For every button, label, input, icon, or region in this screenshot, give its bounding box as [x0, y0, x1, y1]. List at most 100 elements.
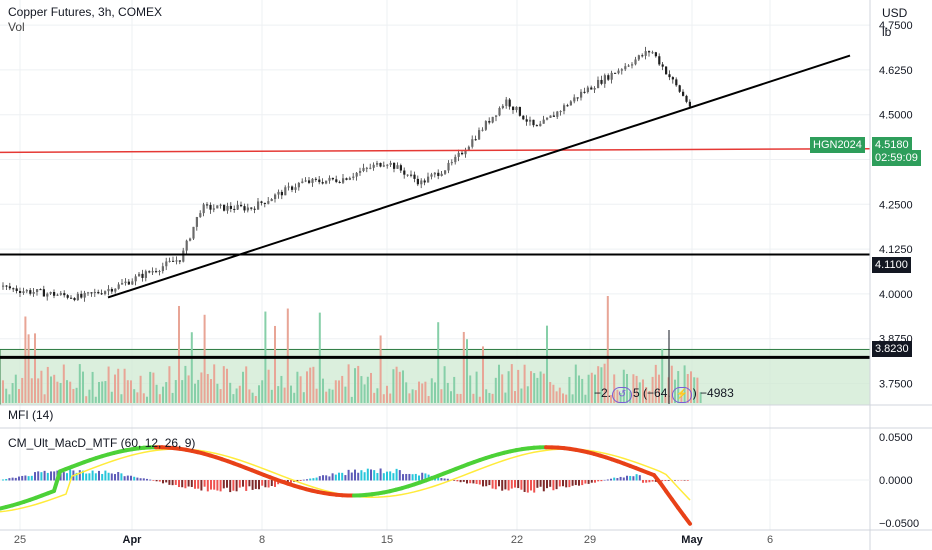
macd-histogram-bar — [376, 473, 379, 481]
volume-bar — [382, 394, 385, 403]
macd-histogram-bar — [526, 480, 529, 493]
currency-label[interactable]: USD — [882, 6, 908, 20]
volume-bar — [456, 393, 459, 403]
candle-body — [644, 51, 647, 56]
macd-histogram-bar — [149, 479, 152, 481]
volume-bar — [344, 386, 347, 403]
candle-body — [566, 105, 569, 107]
volume-bar — [462, 331, 465, 403]
volume-bar — [133, 389, 136, 403]
volume-bar — [174, 380, 177, 403]
volume-bar — [338, 380, 340, 403]
macd-histogram-bar — [171, 480, 174, 486]
candle-body — [420, 180, 423, 185]
macd-histogram-bar — [27, 476, 30, 481]
candle-body — [114, 288, 117, 292]
volume-bar — [549, 382, 552, 403]
volume-bar — [402, 370, 404, 403]
candle-body — [522, 115, 525, 120]
volume-bar — [472, 393, 475, 403]
macd-histogram-bar — [238, 480, 241, 488]
macd-histogram-bar — [197, 480, 200, 489]
candle-body — [267, 201, 270, 204]
candle-body — [250, 207, 253, 209]
macd-histogram-bar — [107, 472, 110, 481]
volume-bar — [408, 393, 411, 403]
volume-bar — [555, 391, 558, 403]
macd-histogram-bar — [274, 480, 276, 487]
macd-histogram-bar — [206, 480, 209, 492]
macd-histogram-bar — [386, 471, 388, 481]
macd-histogram-bar — [654, 480, 657, 482]
volume-bar — [50, 376, 52, 403]
macd-histogram-bar — [606, 479, 609, 481]
macd-histogram-bar — [91, 470, 94, 481]
macd-histogram-bar — [370, 469, 372, 481]
macd-title[interactable]: CM_Ult_MacD_MTF (60, 12, 26, 9) — [8, 436, 196, 450]
macd-histogram-bar — [510, 480, 513, 489]
candle-body — [654, 52, 657, 57]
macd-histogram-bar — [664, 480, 667, 481]
volume-bar — [66, 380, 68, 403]
volume-bar — [213, 364, 216, 403]
candle-body — [158, 271, 161, 273]
mfi-title[interactable]: MFI (14) — [8, 408, 54, 422]
candle-body — [600, 79, 603, 84]
volume-bar — [664, 394, 667, 403]
trend-line — [107, 54, 851, 299]
volume-bar — [56, 381, 59, 403]
macd-histogram-bar — [398, 470, 401, 481]
volume-bar — [373, 392, 376, 403]
time-label: 8 — [259, 534, 265, 546]
candle-body — [355, 172, 358, 177]
volume-bar — [88, 389, 91, 403]
unit-label[interactable]: lb — [882, 25, 892, 39]
candle-body — [631, 64, 634, 66]
candle-body — [328, 177, 331, 181]
volume-bar — [421, 383, 424, 403]
macd-histogram-bar — [117, 472, 120, 481]
candle-body — [76, 293, 79, 301]
volume-bar — [690, 371, 692, 403]
candle-body — [216, 205, 219, 209]
volume-bar — [286, 308, 289, 403]
candle-body — [559, 111, 562, 113]
volume-bar — [389, 393, 392, 403]
candle-body — [25, 290, 28, 292]
volume-bar — [293, 392, 296, 403]
candle-body — [325, 180, 328, 184]
macd-histogram-bar — [219, 480, 222, 492]
macd-histogram-bar — [530, 480, 532, 491]
macd-histogram-bar — [488, 480, 491, 486]
candle-body — [175, 260, 178, 262]
macd-histogram-bar — [562, 480, 564, 487]
macd-histogram-bar — [523, 480, 526, 492]
legend-value-mid: 5 (−64. — [633, 386, 671, 400]
time-label: 25 — [14, 534, 26, 546]
replay-icon[interactable]: ↺ — [612, 387, 633, 403]
candle-body — [243, 206, 246, 211]
candle-body — [110, 288, 113, 292]
candle-body — [624, 66, 627, 70]
macd-histogram-bar — [408, 473, 411, 481]
macd-histogram-bar — [478, 480, 481, 485]
macd-histogram-bar — [82, 470, 84, 481]
volume-bar — [418, 381, 420, 403]
candle-body — [359, 170, 362, 173]
candle-body — [134, 276, 137, 282]
candle-body — [155, 271, 158, 273]
lightning-icon[interactable]: ⚡ — [671, 387, 692, 403]
candle-body — [144, 271, 147, 278]
candle-body — [348, 177, 351, 180]
candle-body — [512, 106, 515, 111]
volume-bar — [72, 388, 75, 403]
candle-body — [386, 164, 389, 166]
macd-histogram-bar — [686, 480, 689, 481]
volume-bar — [514, 391, 516, 403]
candle-body — [423, 180, 426, 183]
macd-histogram-bar — [136, 477, 139, 481]
macd-histogram-bar — [216, 480, 219, 491]
macd-histogram-bar — [194, 480, 196, 489]
candle-body — [185, 240, 188, 251]
